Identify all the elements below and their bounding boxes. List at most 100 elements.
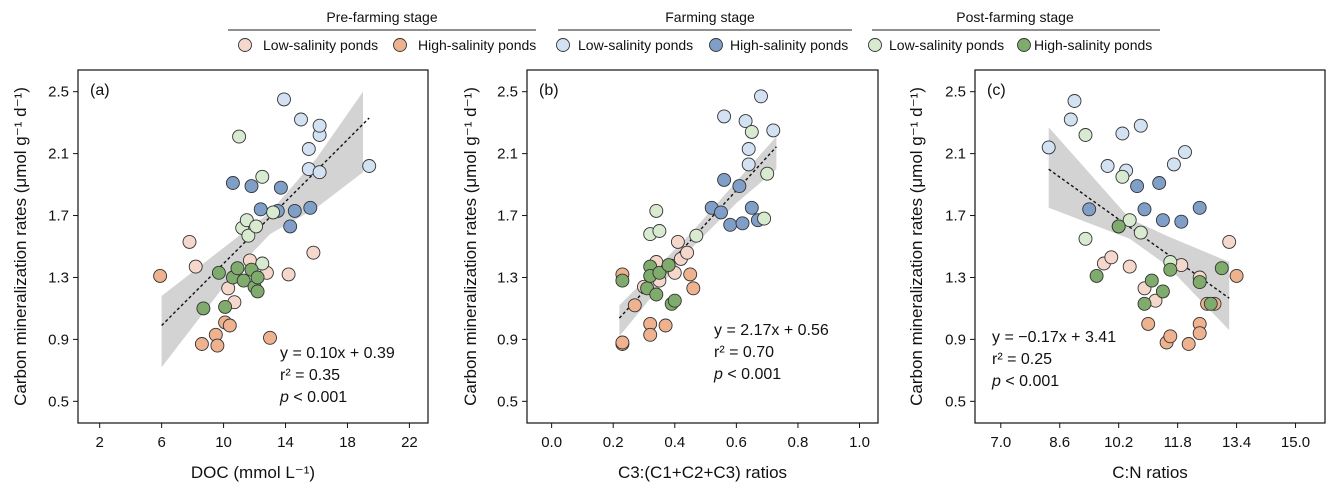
data-point [211,265,226,280]
series [232,129,281,271]
panel-b: 0.0 0.2 0.4 0.6 0.8 1.0 0.5 0.9 1.3 1.7 2.1 2.5 (b) C… [461,69,879,482]
series [1089,219,1229,311]
p-value: p < 0.001 [991,373,1059,390]
data-point [273,180,288,195]
legend-label: Low-salinity ponds [889,37,1004,53]
series [277,92,377,180]
x-tick-label: 11.8 [1164,434,1192,451]
regression-equation: y = 0.10x + 0.39 [280,345,395,362]
data-point [717,172,732,187]
data-point [194,337,209,351]
plot-frame [526,69,879,424]
data-point [1115,126,1130,141]
x-tick-label: 22 [401,434,418,451]
data-point [757,211,772,226]
data-point [723,217,738,232]
data-point [250,270,265,285]
data-point [661,258,676,273]
data-point [255,256,270,271]
data-point [218,299,233,314]
data-point [230,261,245,276]
data-point [1141,316,1156,331]
x-axis-title: C3:(C1+C2+C3) ratios [618,463,787,482]
legend-marker [709,38,723,52]
data-point [1163,329,1178,344]
data-point [250,284,265,299]
regression-equation: y = 2.17x + 0.56 [714,322,829,339]
series [1096,234,1237,308]
legend-stage-1: Pre-farming stage Low-salinity ponds High-… [228,9,536,53]
y-tick-label: 2.5 [48,84,69,101]
data-point [1122,259,1137,274]
r-squared: r² = 0.25 [992,351,1052,368]
y-tick-label: 2.5 [497,84,518,101]
y-tick-label: 1.7 [497,208,518,225]
data-point [732,179,747,194]
data-point [266,205,281,220]
y-tick-label: 0.5 [497,393,518,410]
regression-line [161,117,370,326]
x-tick-label: 0.2 [603,434,624,451]
data-point [1152,176,1167,190]
series [225,176,318,234]
data-point [670,234,685,249]
data-point [652,224,667,238]
data-point [222,318,237,333]
data-point [1181,337,1196,351]
x-axis-title: C:N ratios [1112,463,1188,482]
y-tick-label: 1.7 [945,208,966,225]
legend-marker [393,38,407,52]
data-point [689,228,704,243]
legend-marker [1017,38,1031,52]
legend: Pre-farming stage Low-salinity ponds High-… [228,9,1160,53]
data-point [683,267,698,282]
data-point [1155,284,1170,299]
data-point [717,109,732,124]
data-point [1089,268,1104,283]
data-point [182,234,197,249]
data-point [241,228,256,243]
data-point [652,265,667,280]
data-point [225,176,240,190]
data-point [1229,268,1244,283]
legend-marker [556,38,570,52]
x-tick-label: 0.6 [726,434,747,451]
data-point [667,293,682,308]
y-tick-label: 1.3 [48,269,69,286]
p-value: p < 0.001 [713,366,781,383]
r-squared: r² = 0.70 [714,344,774,361]
legend-label: High-salinity ponds [418,37,536,53]
stage-title: Post-farming stage [956,9,1074,25]
y-tick-label: 0.5 [48,393,69,410]
panel-label: (c) [987,82,1006,99]
data-point [1133,118,1148,133]
y-tick-label: 0.9 [497,331,518,348]
data-point [627,298,642,313]
y-tick-label: 1.3 [497,269,518,286]
data-point [294,112,308,127]
x-tick-label: 15.0 [1281,434,1310,451]
panel-c: 7.0 8.6 10.2 11.8 13.4 15.0 0.5 0.9 1.3 1.7 2.1 2.5… [907,69,1326,482]
legend-label: High-salinity ponds [1034,37,1152,53]
data-point [735,216,750,231]
data-point [1041,140,1056,155]
data-point [1178,145,1192,160]
y-tick-label: 1.7 [48,208,69,225]
panel-a: 2 6 10 14 18 22 0.5 0.9 1.3 1.7 2.1 2.5 (a) DOC (mmol… [11,69,429,482]
data-point [658,318,673,333]
series [704,172,765,232]
data-point [1174,214,1189,229]
y-tick-label: 1.3 [945,269,966,286]
x-tick-label: 6 [157,434,165,451]
data-point [760,166,775,181]
data-point [649,203,664,218]
y-tick-label: 2.1 [497,146,518,163]
data-point [249,219,264,234]
data-point [277,92,291,107]
data-point [1067,94,1082,108]
data-point [312,165,327,180]
data-point [263,330,277,345]
data-point [301,142,316,156]
x-tick-label: 13.4 [1222,434,1251,451]
data-point [362,159,377,173]
